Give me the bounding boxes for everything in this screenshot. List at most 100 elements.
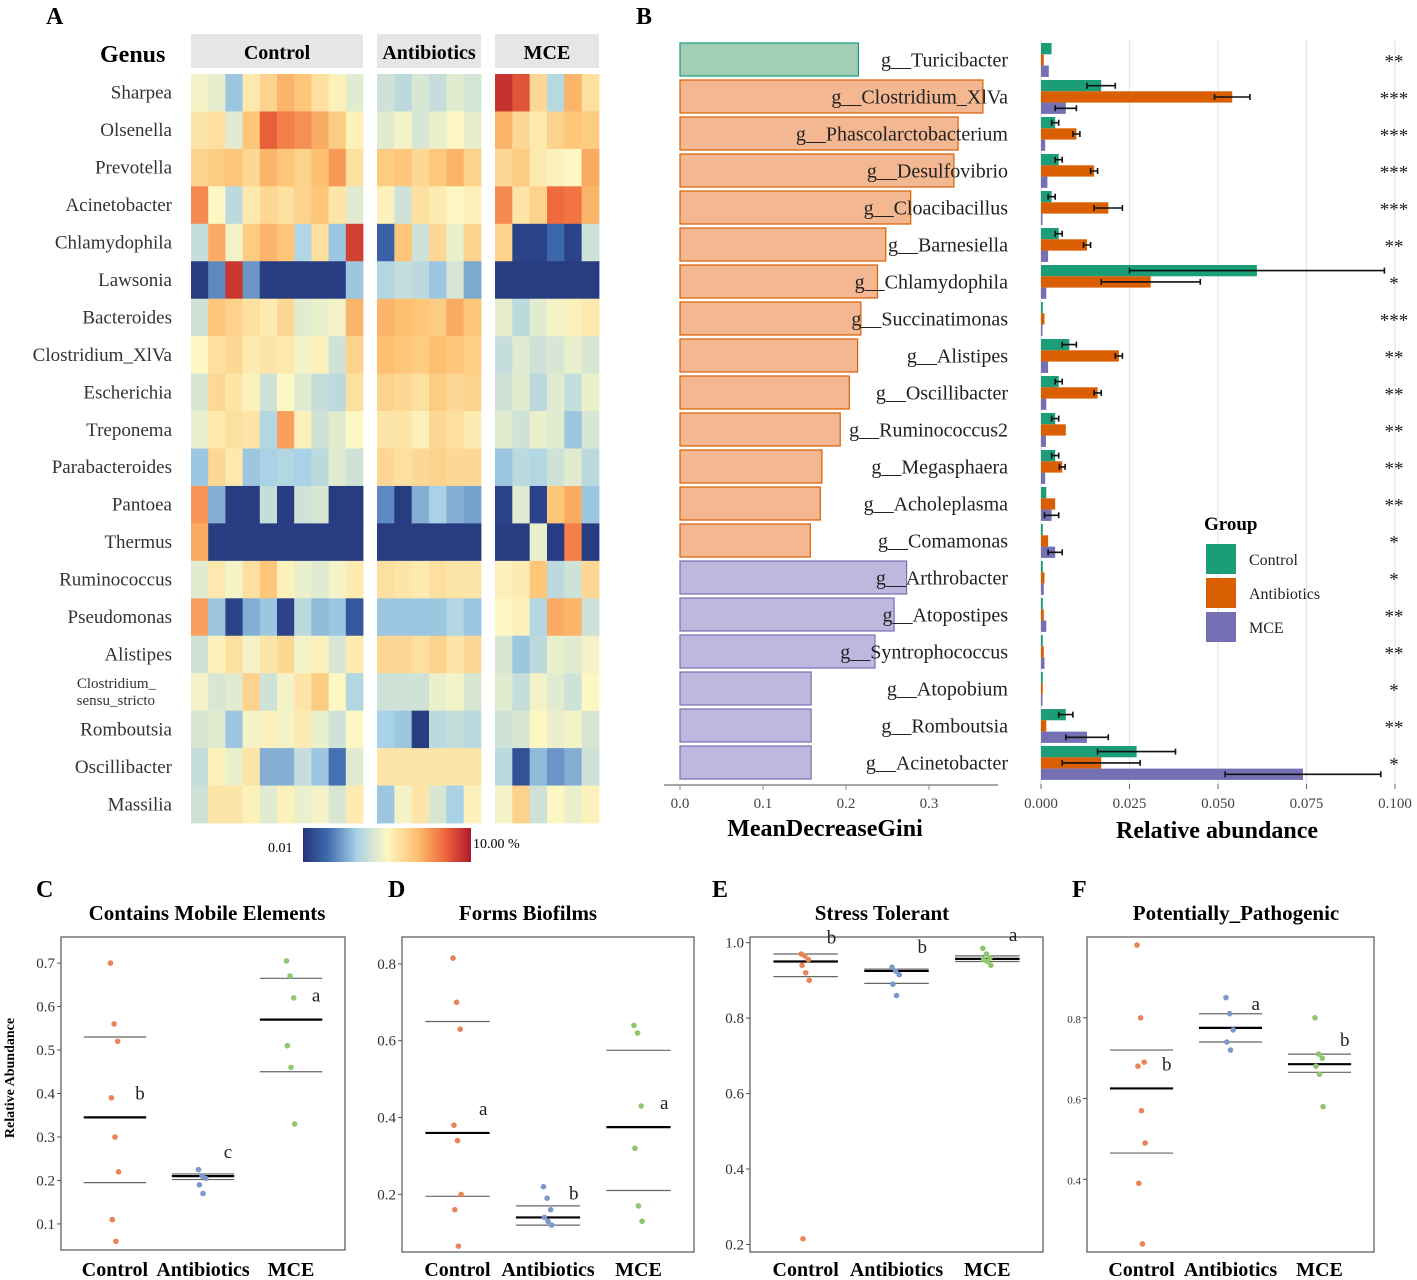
heatmap-cells	[191, 74, 600, 824]
heatmap-cell	[446, 448, 465, 487]
panel-letter-b: B	[636, 4, 652, 30]
heatmap-cell	[495, 485, 513, 524]
heatmap-cell	[429, 710, 447, 749]
heatmap-cell	[345, 635, 364, 674]
scatter-point	[541, 1214, 548, 1221]
heatmap-cell	[277, 336, 295, 374]
heatmap-cell	[242, 523, 261, 562]
heatmap-cell	[411, 223, 430, 262]
gini-bar	[679, 486, 821, 521]
heatmap-cell	[463, 373, 482, 412]
heatmap-cell	[191, 336, 209, 374]
heatmap-cell	[429, 111, 447, 150]
heatmap-cell	[411, 148, 430, 187]
legend-label: Antibiotics	[1249, 586, 1320, 603]
heatmap-cell	[581, 261, 600, 300]
gini-bar	[679, 597, 895, 632]
heatmap-cell	[208, 74, 226, 112]
heatmap-cell	[277, 298, 295, 337]
heatmap-cell	[446, 223, 465, 262]
heatmap-cell	[191, 74, 209, 112]
heatmap-cell	[277, 710, 295, 749]
heatmap-cell	[446, 673, 465, 712]
heatmap-title: Genus	[100, 42, 165, 68]
gini-genus-label: g__Comamonas	[878, 531, 1008, 553]
heatmap-cell	[259, 186, 278, 225]
abundance-bar	[1041, 424, 1066, 436]
scatter-category-label: MCE	[964, 1259, 1011, 1280]
scatter-point	[109, 1216, 116, 1223]
abundance-bar	[1041, 435, 1046, 447]
significance-label: *	[1389, 274, 1399, 295]
scatter-point	[457, 1026, 464, 1032]
heatmap-cell	[191, 373, 209, 412]
heatmap-cell	[311, 748, 329, 786]
heatmap-cell	[328, 635, 347, 674]
heatmap-cell	[581, 560, 600, 599]
heatmap-cell	[191, 785, 209, 824]
heatmap-cell	[495, 785, 513, 824]
heatmap-cell	[446, 74, 465, 112]
heatmap-cell	[581, 523, 600, 562]
scatter-point	[455, 1243, 462, 1249]
heatmap-cell	[394, 560, 413, 599]
heatmap-cell	[345, 223, 364, 262]
heatmap-cell	[242, 635, 261, 674]
scatter-point	[638, 1103, 644, 1109]
scatter-significance-letter: b	[1340, 1030, 1350, 1051]
heatmap-cell	[394, 186, 413, 225]
heatmap-cell	[463, 598, 482, 637]
gini-bar	[679, 79, 984, 114]
heatmap-cell	[259, 673, 278, 712]
abundance-bar	[1041, 720, 1047, 732]
heatmap-cell	[345, 74, 364, 112]
heatmap-cell	[377, 411, 395, 449]
heatmap-cell	[394, 74, 413, 112]
heatmap-cell	[259, 710, 278, 749]
abundance-bar	[1041, 228, 1059, 240]
scatter-category-label: Antibiotics	[501, 1259, 595, 1280]
heatmap-cell	[512, 411, 531, 449]
heatmap-cell	[446, 298, 465, 337]
scatter-point	[980, 945, 986, 952]
error-bar	[1093, 389, 1102, 396]
scatter-point	[1320, 1103, 1326, 1110]
scatter-point	[983, 951, 990, 957]
scatter-point	[548, 1222, 555, 1228]
scatter-y-tick-label: 0.8	[377, 957, 396, 973]
abundance-grid	[1040, 40, 1396, 784]
gini-x-label: MeanDecreaseGini	[727, 816, 923, 842]
scatter-y-tick-label: 0.8	[725, 1011, 744, 1027]
heatmap-cell	[225, 523, 243, 562]
heatmap-cell	[446, 111, 465, 150]
gini-bar	[679, 449, 823, 484]
heatmap-cell	[547, 448, 565, 487]
scatter-point	[1135, 1063, 1141, 1069]
heatmap-group-header-bg	[495, 34, 599, 68]
scatter-point	[889, 964, 895, 970]
heatmap-cell	[512, 785, 531, 824]
scatter-title: Potentially_Pathogenic	[1133, 901, 1339, 925]
heatmap-cell	[411, 673, 430, 712]
heatmap-cell	[394, 523, 413, 562]
heatmap-panel: Genus Control Antibiotics MCE Sharpea Olsen…	[33, 34, 600, 862]
heatmap-cell	[191, 673, 209, 712]
abundance-bar	[1041, 91, 1233, 103]
heatmap-cell	[345, 710, 364, 749]
heatmap-cell	[564, 523, 583, 562]
heatmap-cell	[328, 74, 347, 112]
heatmap-cell	[394, 635, 413, 674]
heatmap-cell	[208, 785, 226, 824]
heatmap-cell	[377, 673, 395, 712]
heatmap-cell	[446, 635, 465, 674]
scatter-category-label: Antibiotics	[156, 1259, 250, 1280]
scatter-point	[1312, 1015, 1318, 1021]
gini-genus-label: g__Alistipes	[907, 346, 1008, 368]
abundance-bar	[1041, 176, 1048, 188]
scatter-point	[1230, 1027, 1236, 1033]
gini-bar	[679, 338, 859, 373]
scatter-significance-letter: b	[827, 928, 837, 949]
heatmap-cell	[311, 523, 329, 562]
heatmap-cell	[394, 411, 413, 449]
